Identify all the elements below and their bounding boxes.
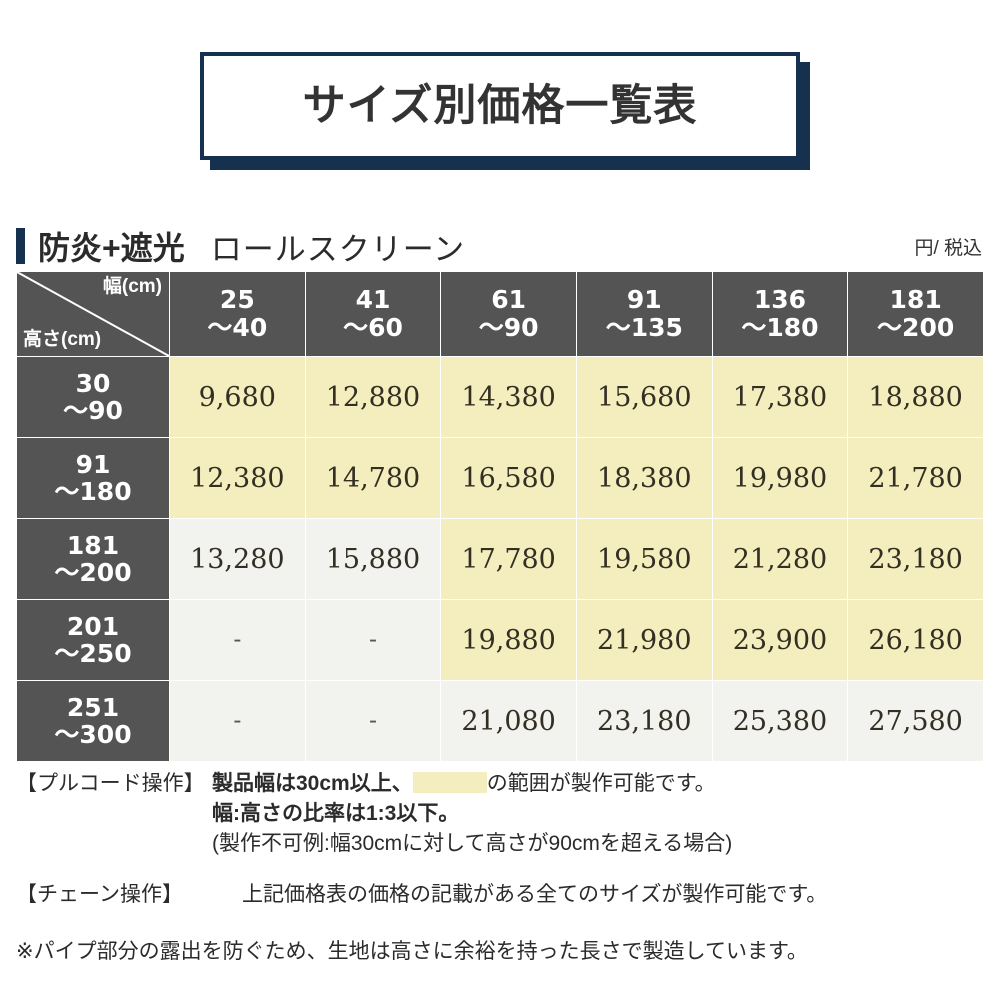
row-header-from: 30 bbox=[75, 368, 111, 398]
column-header-5: 181 ～200 bbox=[847, 271, 984, 357]
price-cell-empty: - bbox=[169, 680, 306, 762]
note-chain-label: 【チェーン操作】 bbox=[16, 882, 183, 906]
price-cell: 19,580 bbox=[575, 518, 713, 600]
column-header-from: 181 bbox=[889, 285, 942, 314]
row-header-to: ～180 bbox=[54, 477, 132, 506]
column-header-from: 91 bbox=[626, 285, 662, 314]
price-table: 幅(cm) 高さ(cm) 25 ～40 41 ～60 61 ～90 91 ～13… bbox=[16, 271, 984, 762]
table-row: 91 ～180 12,380 14,780 16,580 18,380 19,9… bbox=[16, 437, 984, 519]
product-name-label: ロールスクリーン bbox=[210, 231, 466, 267]
title-box: サイズ別価格一覧表 bbox=[200, 52, 800, 160]
price-cell-empty: - bbox=[304, 599, 442, 681]
width-axis-label: 幅(cm) bbox=[102, 276, 162, 297]
column-header-from: 41 bbox=[355, 285, 391, 314]
price-cell: 23,180 bbox=[847, 518, 984, 600]
row-header-3: 201 ～250 bbox=[16, 599, 170, 681]
note-chain-body: 上記価格表の価格の記載がある全てのサイズが製作可能です。 bbox=[242, 882, 828, 906]
row-header-to: ～200 bbox=[54, 558, 132, 587]
table-corner-cell: 幅(cm) 高さ(cm) bbox=[16, 271, 170, 357]
column-header-to: ～200 bbox=[877, 313, 955, 342]
product-subtitle-row: 防炎+遮光 ロールスクリーン 円/ 税込 bbox=[16, 222, 984, 270]
row-header-to: ～300 bbox=[54, 720, 132, 749]
table-row: 181 ～200 13,280 15,880 17,780 19,580 21,… bbox=[16, 518, 984, 600]
price-cell: 12,880 bbox=[304, 356, 442, 438]
price-cell: 18,380 bbox=[575, 437, 713, 519]
column-header-to: ～40 bbox=[207, 313, 268, 342]
price-cell: 9,680 bbox=[169, 356, 306, 438]
tax-note-label: 円/ 税込 bbox=[914, 237, 982, 259]
table-row: 201 ～250 - - 19,880 21,980 23,900 26,180 bbox=[16, 599, 984, 681]
price-cell-empty: - bbox=[304, 680, 442, 762]
price-cell: 21,980 bbox=[575, 599, 713, 681]
price-cell: 21,080 bbox=[440, 680, 577, 762]
price-cell: 16,580 bbox=[440, 437, 577, 519]
row-header-from: 91 bbox=[75, 449, 111, 479]
row-header-to: ～90 bbox=[63, 396, 123, 425]
note-pullcord-body: 製品幅は30cm以上、 の範囲が製作可能です。 幅:高さの比率は1:3以下。 (製… bbox=[212, 770, 984, 859]
price-cell: 19,980 bbox=[711, 437, 849, 519]
note-asterisk: ※パイプ部分の露出を防ぐため、生地は高さに余裕を持った長さで製造しています。 bbox=[16, 939, 808, 963]
note-pullcord-label: 【プルコード操作】 bbox=[16, 772, 205, 795]
height-axis-label: 高さ(cm) bbox=[23, 329, 102, 350]
note-pullcord-line3: (製作不可例:幅30cmに対して高さが90cmを超える場合) bbox=[212, 831, 733, 855]
footnotes: 【プルコード操作】 製品幅は30cm以上、 の範囲が製作可能です。 幅:高さの比率… bbox=[16, 770, 984, 967]
column-header-from: 25 bbox=[219, 285, 255, 314]
column-header-4: 136 ～180 bbox=[711, 271, 849, 357]
page-title: サイズ別価格一覧表 bbox=[302, 81, 698, 130]
column-header-to: ～180 bbox=[741, 313, 819, 342]
row-header-4: 251 ～300 bbox=[16, 680, 170, 762]
price-cell: 15,880 bbox=[304, 518, 442, 600]
yellow-range-swatch bbox=[412, 772, 487, 793]
price-cell-empty: - bbox=[169, 599, 306, 681]
price-cell: 15,680 bbox=[575, 356, 713, 438]
row-header-from: 251 bbox=[66, 692, 120, 722]
column-header-to: ～135 bbox=[605, 313, 683, 342]
price-cell: 17,780 bbox=[440, 518, 577, 600]
price-cell: 21,280 bbox=[711, 518, 849, 600]
column-header-to: ～90 bbox=[478, 313, 539, 342]
price-cell: 21,780 bbox=[847, 437, 984, 519]
row-header-from: 201 bbox=[66, 611, 120, 641]
price-cell: 25,380 bbox=[711, 680, 849, 762]
column-header-2: 61 ～90 bbox=[440, 271, 577, 357]
table-header-row: 幅(cm) 高さ(cm) 25 ～40 41 ～60 61 ～90 91 ～13… bbox=[16, 271, 984, 357]
note-pullcord-line1-before: 製品幅は30cm以上、 bbox=[212, 772, 413, 795]
price-cell: 14,380 bbox=[440, 356, 577, 438]
price-cell: 19,880 bbox=[440, 599, 577, 681]
accent-bar-icon bbox=[16, 228, 25, 264]
price-cell: 27,580 bbox=[847, 680, 984, 762]
column-header-from: 136 bbox=[753, 285, 807, 314]
table-row: 30 ～90 9,680 12,880 14,380 15,680 17,380… bbox=[16, 356, 984, 438]
price-cell: 14,780 bbox=[304, 437, 442, 519]
note-chain: 【チェーン操作】 上記価格表の価格の記載がある全てのサイズが製作可能です。 bbox=[16, 881, 984, 910]
page-title-banner: サイズ別価格一覧表 bbox=[200, 52, 810, 170]
column-header-0: 25 ～40 bbox=[169, 271, 306, 357]
note-pullcord-line1: 製品幅は30cm以上、 の範囲が製作可能です。 bbox=[212, 770, 984, 799]
row-header-0: 30 ～90 bbox=[16, 356, 170, 438]
price-cell: 12,380 bbox=[169, 437, 306, 519]
column-header-3: 91 ～135 bbox=[575, 271, 713, 357]
note-pullcord-line2: 幅:高さの比率は1:3以下。 bbox=[212, 801, 460, 825]
row-header-from: 181 bbox=[66, 530, 120, 560]
note-pullcord-line1-after: の範囲が製作可能です。 bbox=[486, 772, 716, 795]
price-cell: 13,280 bbox=[169, 518, 306, 600]
column-header-to: ～60 bbox=[343, 313, 403, 342]
column-header-1: 41 ～60 bbox=[304, 271, 442, 357]
price-cell: 23,180 bbox=[575, 680, 713, 762]
price-cell: 26,180 bbox=[847, 599, 984, 681]
row-header-to: ～250 bbox=[54, 639, 132, 668]
price-cell: 17,380 bbox=[711, 356, 849, 438]
product-feature-label: 防炎+遮光 bbox=[38, 230, 185, 266]
price-cell: 23,900 bbox=[711, 599, 849, 681]
table-row: 251 ～300 - - 21,080 23,180 25,380 27,580 bbox=[16, 680, 984, 762]
row-header-1: 91 ～180 bbox=[16, 437, 170, 519]
row-header-2: 181 ～200 bbox=[16, 518, 170, 600]
column-header-from: 61 bbox=[491, 285, 527, 314]
note-pullcord: 【プルコード操作】 製品幅は30cm以上、 の範囲が製作可能です。 幅:高さの比率… bbox=[16, 770, 984, 859]
price-cell: 18,880 bbox=[847, 356, 984, 438]
table-body: 30 ～90 9,680 12,880 14,380 15,680 17,380… bbox=[16, 356, 984, 762]
